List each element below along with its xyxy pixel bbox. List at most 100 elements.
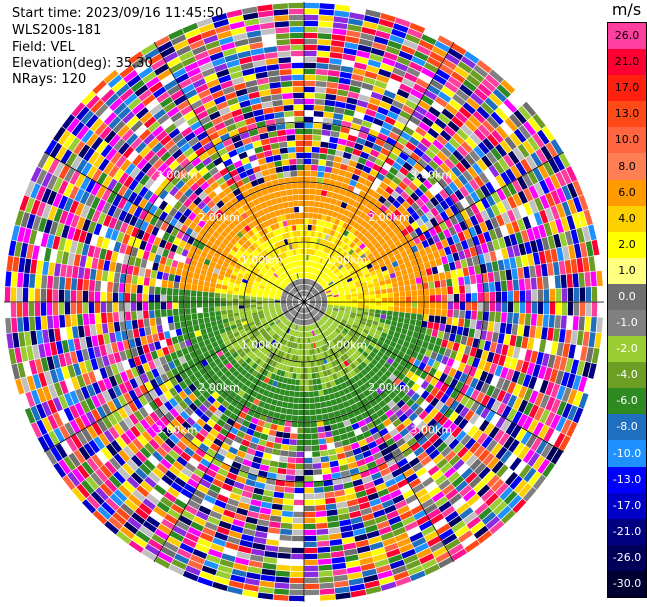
radar-gate (503, 436, 515, 450)
radar-gate (424, 374, 434, 383)
radar-gate (253, 487, 265, 495)
radar-gate (134, 375, 144, 387)
radar-gate (233, 562, 248, 572)
radar-gate (326, 320, 332, 326)
radar-gate (330, 173, 338, 181)
radar-gate (187, 442, 199, 452)
radar-gate (247, 510, 260, 519)
radar-gate (467, 166, 478, 179)
radar-gate (506, 182, 517, 196)
radar-gate (331, 347, 337, 354)
radar-gate (348, 504, 360, 513)
radar-gate (160, 415, 171, 426)
radar-gate (326, 191, 334, 198)
radar-gate (388, 181, 398, 190)
radar-gate (415, 126, 427, 137)
radar-gate (588, 363, 597, 379)
radar-gate (310, 361, 315, 367)
radar-gate (352, 244, 359, 251)
radar-gate (342, 152, 352, 160)
radar-gate (357, 260, 364, 266)
radar-gate (52, 354, 61, 369)
radar-gate (369, 351, 377, 358)
radar-gate (400, 191, 410, 200)
radar-gate (197, 242, 206, 251)
radar-gate (330, 550, 345, 558)
radar-gate (54, 263, 61, 277)
radar-gate (196, 291, 203, 297)
radar-gate (288, 322, 292, 328)
radar-gate (384, 258, 391, 266)
radar-gate (224, 378, 232, 387)
radar-gate (71, 468, 85, 483)
radar-gate (390, 73, 404, 83)
radar-gate (181, 248, 189, 257)
radar-gate (336, 335, 342, 342)
radar-gate (338, 427, 347, 435)
radar-gate (144, 268, 152, 278)
radar-gate (328, 374, 334, 382)
radar-gate (431, 266, 439, 275)
radar-gate (171, 558, 187, 570)
radar-gate (362, 165, 372, 174)
radar-gate (354, 332, 361, 338)
radar-gate (464, 153, 476, 166)
radar-gate (460, 197, 470, 209)
radar-gate (69, 390, 80, 405)
radar-gate (364, 273, 371, 279)
radar-gate (318, 278, 323, 284)
radar-gate (313, 268, 317, 274)
radar-gate (465, 293, 472, 302)
radar-gate (392, 395, 402, 404)
radar-gate (169, 408, 180, 418)
radar-gate (22, 302, 29, 317)
radar-gate (363, 518, 377, 528)
radar-gate (193, 468, 205, 478)
radar-gate (419, 194, 430, 204)
radar-gate (594, 332, 602, 349)
radar-gate (381, 293, 388, 298)
radar-gate (309, 337, 313, 343)
radar-gate (263, 402, 271, 410)
radar-gate (265, 364, 272, 371)
radar-gate (308, 385, 314, 392)
radar-gate (242, 528, 256, 537)
radar-gate (271, 360, 278, 368)
radar-gate (309, 279, 313, 286)
radar-gate (249, 263, 256, 270)
radar-gate (410, 504, 424, 515)
radar-gate (439, 210, 449, 221)
radar-gate (322, 370, 328, 377)
radar-gate (316, 328, 320, 335)
radar-gate (116, 530, 132, 545)
radar-gate (99, 483, 114, 497)
radar-gate (275, 305, 281, 309)
radar-gate (133, 386, 143, 398)
radar-gate (394, 409, 404, 418)
radar-gate (423, 414, 433, 425)
radar-gate (264, 287, 271, 291)
radar-gate (331, 167, 340, 175)
radar-gate (444, 467, 457, 479)
radar-gate (370, 47, 385, 57)
radar-gate (150, 488, 163, 501)
radar-gate (435, 390, 445, 400)
radar-gate (141, 430, 153, 442)
radar-gate (328, 281, 334, 286)
radar-gate (91, 408, 102, 422)
radar-gate (309, 302, 316, 304)
radar-gate (178, 390, 188, 400)
radar-gate (424, 164, 435, 175)
radar-gate (76, 159, 88, 173)
radar-gate (328, 527, 341, 534)
radar-gate (512, 383, 522, 397)
radar-gate (385, 278, 392, 285)
radar-gate (444, 407, 454, 419)
radar-gate (328, 318, 334, 323)
radar-gate (282, 504, 294, 511)
radar-gate (133, 398, 143, 410)
radar-gate (48, 384, 58, 399)
radar-gate (429, 407, 439, 418)
radar-gate (240, 376, 248, 384)
radar-gate (560, 419, 572, 435)
